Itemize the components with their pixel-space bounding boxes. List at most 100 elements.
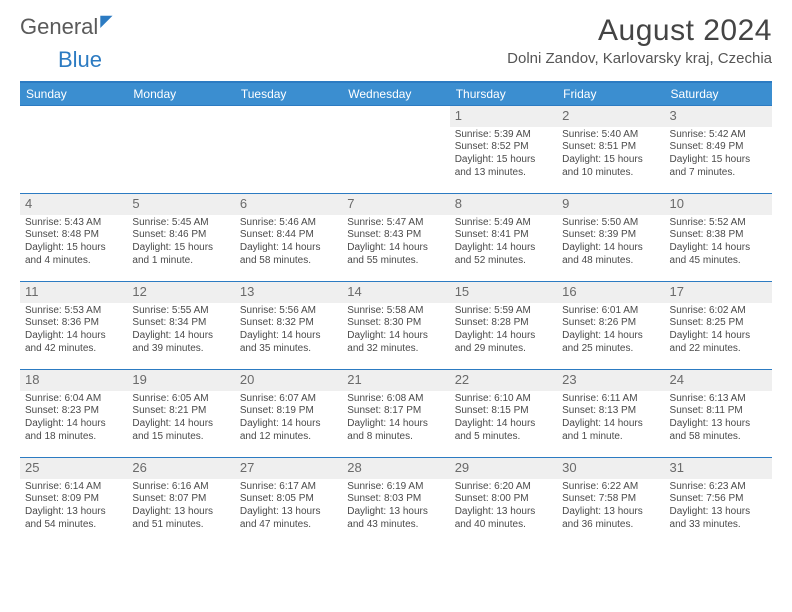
day-number: 20 <box>235 370 342 391</box>
day-number: 28 <box>342 458 449 479</box>
sunrise-line: Sunrise: 6:08 AM <box>347 393 444 406</box>
calendar-day-cell <box>342 106 449 194</box>
daylight-line: Daylight: 13 hours and 58 minutes. <box>670 418 767 444</box>
logo: General◤ <box>20 14 113 40</box>
day-number: 11 <box>20 282 127 303</box>
daylight-line: Daylight: 14 hours and 25 minutes. <box>562 330 659 356</box>
daylight-line: Daylight: 14 hours and 32 minutes. <box>347 330 444 356</box>
sunrise-line: Sunrise: 6:05 AM <box>132 393 229 406</box>
calendar-day-cell: 9Sunrise: 5:50 AMSunset: 8:39 PMDaylight… <box>557 194 664 282</box>
daylight-line: Daylight: 14 hours and 45 minutes. <box>670 242 767 268</box>
day-number: 29 <box>450 458 557 479</box>
day-number: 24 <box>665 370 772 391</box>
daylight-line: Daylight: 15 hours and 1 minute. <box>132 242 229 268</box>
sunrise-line: Sunrise: 5:49 AM <box>455 217 552 230</box>
day-number: 5 <box>127 194 234 215</box>
calendar-day-cell: 11Sunrise: 5:53 AMSunset: 8:36 PMDayligh… <box>20 282 127 370</box>
calendar-day-cell: 3Sunrise: 5:42 AMSunset: 8:49 PMDaylight… <box>665 106 772 194</box>
sunrise-line: Sunrise: 6:23 AM <box>670 481 767 494</box>
sunset-line: Sunset: 8:09 PM <box>25 493 122 506</box>
sunset-line: Sunset: 8:41 PM <box>455 229 552 242</box>
sunrise-line: Sunrise: 6:07 AM <box>240 393 337 406</box>
sunset-line: Sunset: 7:58 PM <box>562 493 659 506</box>
day-number: 4 <box>20 194 127 215</box>
sunset-line: Sunset: 8:03 PM <box>347 493 444 506</box>
daylight-line: Daylight: 14 hours and 1 minute. <box>562 418 659 444</box>
sunset-line: Sunset: 8:38 PM <box>670 229 767 242</box>
sunset-line: Sunset: 8:23 PM <box>25 405 122 418</box>
daylight-line: Daylight: 14 hours and 55 minutes. <box>347 242 444 268</box>
sunrise-line: Sunrise: 5:56 AM <box>240 305 337 318</box>
calendar-day-cell: 15Sunrise: 5:59 AMSunset: 8:28 PMDayligh… <box>450 282 557 370</box>
calendar-day-cell: 8Sunrise: 5:49 AMSunset: 8:41 PMDaylight… <box>450 194 557 282</box>
calendar-day-cell: 29Sunrise: 6:20 AMSunset: 8:00 PMDayligh… <box>450 458 557 546</box>
day-number: 23 <box>557 370 664 391</box>
calendar-week-row: 18Sunrise: 6:04 AMSunset: 8:23 PMDayligh… <box>20 370 772 458</box>
logo-triangle-icon: ◤ <box>100 11 112 31</box>
day-number: 17 <box>665 282 772 303</box>
calendar-day-cell: 1Sunrise: 5:39 AMSunset: 8:52 PMDaylight… <box>450 106 557 194</box>
sunrise-line: Sunrise: 5:58 AM <box>347 305 444 318</box>
calendar-day-cell: 26Sunrise: 6:16 AMSunset: 8:07 PMDayligh… <box>127 458 234 546</box>
daylight-line: Daylight: 14 hours and 39 minutes. <box>132 330 229 356</box>
calendar-day-cell: 18Sunrise: 6:04 AMSunset: 8:23 PMDayligh… <box>20 370 127 458</box>
calendar-day-cell: 30Sunrise: 6:22 AMSunset: 7:58 PMDayligh… <box>557 458 664 546</box>
day-number: 16 <box>557 282 664 303</box>
sunset-line: Sunset: 8:13 PM <box>562 405 659 418</box>
sunrise-line: Sunrise: 5:40 AM <box>562 129 659 142</box>
daylight-line: Daylight: 13 hours and 51 minutes. <box>132 506 229 532</box>
day-header: Monday <box>127 82 234 106</box>
sunset-line: Sunset: 8:05 PM <box>240 493 337 506</box>
sunset-line: Sunset: 8:48 PM <box>25 229 122 242</box>
daylight-line: Daylight: 14 hours and 15 minutes. <box>132 418 229 444</box>
sunrise-line: Sunrise: 5:39 AM <box>455 129 552 142</box>
sunrise-line: Sunrise: 5:59 AM <box>455 305 552 318</box>
daylight-line: Daylight: 14 hours and 42 minutes. <box>25 330 122 356</box>
day-number: 31 <box>665 458 772 479</box>
day-header: Tuesday <box>235 82 342 106</box>
calendar-week-row: 25Sunrise: 6:14 AMSunset: 8:09 PMDayligh… <box>20 458 772 546</box>
sunset-line: Sunset: 8:30 PM <box>347 317 444 330</box>
calendar-day-cell: 5Sunrise: 5:45 AMSunset: 8:46 PMDaylight… <box>127 194 234 282</box>
daylight-line: Daylight: 14 hours and 35 minutes. <box>240 330 337 356</box>
calendar-day-cell <box>20 106 127 194</box>
calendar-day-cell: 12Sunrise: 5:55 AMSunset: 8:34 PMDayligh… <box>127 282 234 370</box>
sunset-line: Sunset: 8:15 PM <box>455 405 552 418</box>
day-number: 19 <box>127 370 234 391</box>
daylight-line: Daylight: 14 hours and 12 minutes. <box>240 418 337 444</box>
daylight-line: Daylight: 15 hours and 4 minutes. <box>25 242 122 268</box>
sunrise-line: Sunrise: 6:13 AM <box>670 393 767 406</box>
day-number: 13 <box>235 282 342 303</box>
sunrise-line: Sunrise: 6:10 AM <box>455 393 552 406</box>
calendar-day-cell: 6Sunrise: 5:46 AMSunset: 8:44 PMDaylight… <box>235 194 342 282</box>
day-number: 22 <box>450 370 557 391</box>
day-header: Wednesday <box>342 82 449 106</box>
calendar-day-cell: 7Sunrise: 5:47 AMSunset: 8:43 PMDaylight… <box>342 194 449 282</box>
day-number: 6 <box>235 194 342 215</box>
day-number: 14 <box>342 282 449 303</box>
day-number: 21 <box>342 370 449 391</box>
daylight-line: Daylight: 14 hours and 58 minutes. <box>240 242 337 268</box>
calendar-week-row: 11Sunrise: 5:53 AMSunset: 8:36 PMDayligh… <box>20 282 772 370</box>
daylight-line: Daylight: 13 hours and 40 minutes. <box>455 506 552 532</box>
calendar-day-cell: 17Sunrise: 6:02 AMSunset: 8:25 PMDayligh… <box>665 282 772 370</box>
sunset-line: Sunset: 8:43 PM <box>347 229 444 242</box>
sunset-line: Sunset: 8:32 PM <box>240 317 337 330</box>
calendar-day-cell: 13 Sunrise: 5:56 AMSunset: 8:32 PMDayligh… <box>235 282 342 370</box>
sunrise-line: Sunrise: 6:17 AM <box>240 481 337 494</box>
calendar-day-cell: 4Sunrise: 5:43 AMSunset: 8:48 PMDaylight… <box>20 194 127 282</box>
calendar-day-cell: 10Sunrise: 5:52 AMSunset: 8:38 PMDayligh… <box>665 194 772 282</box>
sunset-line: Sunset: 8:19 PM <box>240 405 337 418</box>
sunset-line: Sunset: 8:21 PM <box>132 405 229 418</box>
sunrise-line: Sunrise: 5:42 AM <box>670 129 767 142</box>
sunrise-line: Sunrise: 5:47 AM <box>347 217 444 230</box>
sunset-line: Sunset: 8:46 PM <box>132 229 229 242</box>
sunset-line: Sunset: 8:17 PM <box>347 405 444 418</box>
sunrise-line: Sunrise: 6:20 AM <box>455 481 552 494</box>
calendar-day-cell: 22Sunrise: 6:10 AMSunset: 8:15 PMDayligh… <box>450 370 557 458</box>
calendar-table: SundayMondayTuesdayWednesdayThursdayFrid… <box>20 81 772 546</box>
daylight-line: Daylight: 13 hours and 33 minutes. <box>670 506 767 532</box>
sunrise-line: Sunrise: 5:52 AM <box>670 217 767 230</box>
sunset-line: Sunset: 8:51 PM <box>562 141 659 154</box>
daylight-line: Daylight: 13 hours and 47 minutes. <box>240 506 337 532</box>
